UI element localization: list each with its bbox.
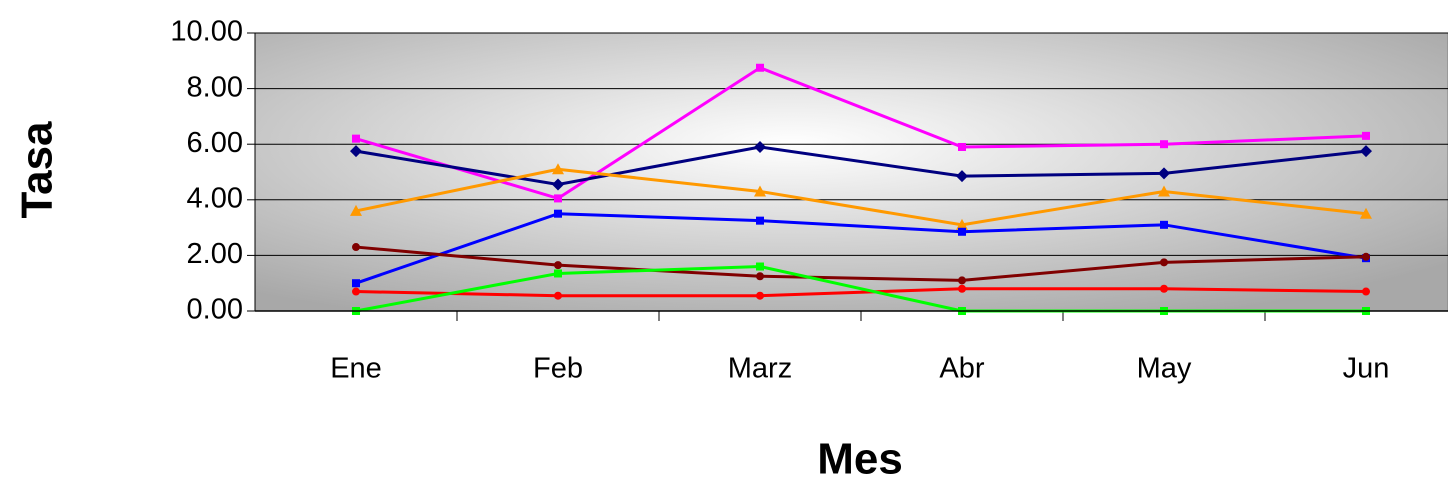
point <box>350 204 362 216</box>
point <box>1360 145 1372 158</box>
point <box>554 194 562 203</box>
y-tick-label: 2.00 <box>187 238 243 270</box>
point <box>350 145 362 158</box>
point <box>552 163 564 175</box>
point <box>554 261 562 270</box>
point <box>554 209 562 218</box>
y-axis-title: Tasa <box>13 121 62 219</box>
point <box>1362 131 1370 140</box>
series-line <box>355 145 1367 187</box>
x-axis-title: Mes <box>817 435 903 483</box>
x-tick-label: Feb <box>533 353 583 385</box>
point <box>756 216 764 225</box>
point <box>958 276 966 285</box>
x-tick-label: Abr <box>939 353 984 385</box>
plot-area <box>254 32 1448 312</box>
point <box>756 272 764 281</box>
x-tick-label: Marz <box>728 353 792 385</box>
point <box>1160 258 1168 267</box>
x-tick-label: Ene <box>330 353 382 385</box>
point <box>1362 252 1370 261</box>
point <box>1158 185 1170 197</box>
point <box>958 284 966 293</box>
point <box>754 185 766 197</box>
series-line <box>355 167 1367 227</box>
point <box>958 142 966 151</box>
y-tick-label: 4.00 <box>187 182 243 214</box>
point <box>756 291 764 300</box>
point <box>352 287 360 296</box>
point <box>956 218 968 230</box>
y-tick-label: 6.00 <box>187 127 243 159</box>
series-line <box>355 212 1367 285</box>
point <box>956 170 968 183</box>
point <box>554 269 562 278</box>
point <box>958 227 966 236</box>
point <box>756 63 764 72</box>
point <box>552 178 564 191</box>
point <box>1360 207 1372 219</box>
point <box>1160 140 1168 149</box>
point <box>754 140 766 153</box>
series-line <box>355 245 1367 282</box>
point <box>756 262 764 271</box>
x-tick-label: May <box>1137 353 1192 385</box>
point <box>1362 287 1370 296</box>
y-tick-label: 10.00 <box>170 16 243 48</box>
point <box>352 243 360 252</box>
point <box>352 279 360 288</box>
point <box>1160 284 1168 293</box>
y-tick-label: 0.00 <box>187 294 243 326</box>
x-tick-label: Jun <box>1343 353 1390 385</box>
point <box>554 291 562 300</box>
y-tick-label: 8.00 <box>187 71 243 103</box>
series-line <box>355 66 1367 201</box>
point <box>352 134 360 143</box>
point <box>1160 220 1168 229</box>
series-line <box>355 287 1367 298</box>
point <box>1158 167 1170 180</box>
